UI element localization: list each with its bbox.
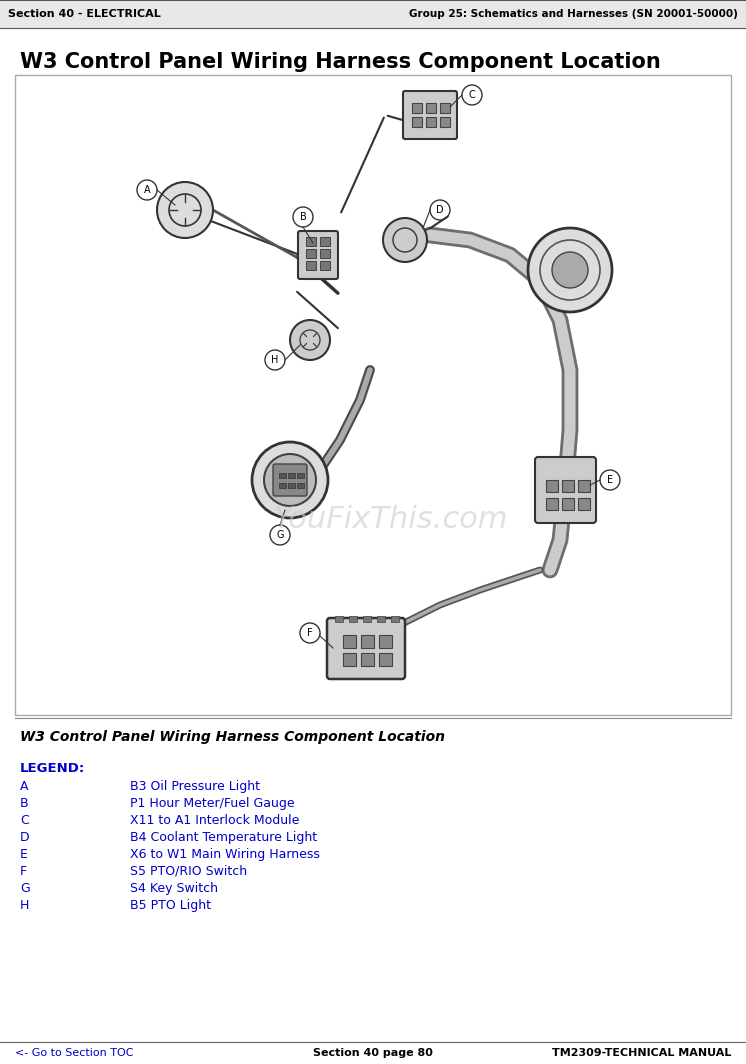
Bar [320,237,330,246]
Bar [279,483,286,488]
Bar [306,261,316,270]
Bar [343,653,356,666]
Text: G: G [276,530,283,541]
Bar [297,483,304,488]
Bar [320,261,330,270]
Bar [379,635,392,648]
Bar [562,480,574,492]
Bar [412,103,422,113]
Text: X6 to W1 Main Wiring Harness: X6 to W1 Main Wiring Harness [130,848,320,861]
Text: B3 Oil Pressure Light: B3 Oil Pressure Light [130,780,260,793]
Text: D: D [436,205,444,215]
Circle shape [528,228,612,312]
Bar [306,249,316,257]
Bar [391,616,399,622]
Bar [377,616,385,622]
Bar [578,498,590,510]
Bar [306,237,316,246]
Bar [15,74,731,715]
Text: F: F [307,628,313,638]
Bar [288,473,295,478]
Text: G: G [20,882,30,895]
Text: W3 Control Panel Wiring Harness Component Location: W3 Control Panel Wiring Harness Componen… [20,52,661,72]
Bar [335,616,343,622]
Text: S4 Key Switch: S4 Key Switch [130,882,218,895]
Circle shape [383,218,427,262]
Bar [546,480,558,492]
Text: S5 PTO/RIO Switch: S5 PTO/RIO Switch [130,865,247,878]
Bar [578,480,590,492]
Bar [440,117,450,127]
Bar [343,635,356,648]
Text: B5 PTO Light: B5 PTO Light [130,899,211,912]
Text: C: C [20,814,29,827]
Bar [361,635,374,648]
Text: H: H [20,899,29,912]
Text: H: H [272,355,279,365]
Text: F: F [20,865,27,878]
Text: B4 Coolant Temperature Light: B4 Coolant Temperature Light [130,831,317,844]
Bar [546,498,558,510]
Text: LEGEND:: LEGEND: [20,762,85,775]
Text: D: D [20,831,30,844]
Bar [320,249,330,257]
Text: TM2309-TECHNICAL MANUAL: TM2309-TECHNICAL MANUAL [551,1048,731,1058]
Text: P1 Hour Meter/Fuel Gauge: P1 Hour Meter/Fuel Gauge [130,797,295,810]
Bar [426,103,436,113]
Text: A: A [144,185,150,195]
Text: Section 40 - ELECTRICAL: Section 40 - ELECTRICAL [8,9,160,19]
Text: C: C [468,90,475,100]
Text: <- Go to Section TOC: <- Go to Section TOC [15,1048,134,1058]
FancyBboxPatch shape [327,618,405,679]
FancyBboxPatch shape [403,92,457,139]
Bar [361,653,374,666]
Bar [288,483,295,488]
Circle shape [264,454,316,506]
Text: B: B [300,212,307,222]
Bar [440,103,450,113]
FancyBboxPatch shape [298,231,338,279]
Text: E: E [607,475,613,485]
Text: YouFixThis.com: YouFixThis.com [273,505,507,534]
Text: A: A [20,780,28,793]
Bar [412,117,422,127]
Text: X11 to A1 Interlock Module: X11 to A1 Interlock Module [130,814,299,827]
FancyBboxPatch shape [273,464,307,496]
Circle shape [290,320,330,360]
Circle shape [552,252,588,288]
Bar [349,616,357,622]
Bar [562,498,574,510]
FancyBboxPatch shape [535,458,596,523]
Circle shape [252,442,328,518]
Bar [297,473,304,478]
Bar [426,117,436,127]
Bar [279,473,286,478]
Text: Section 40 page 80: Section 40 page 80 [313,1048,433,1058]
Bar [0,0,746,28]
Circle shape [157,182,213,238]
Bar [379,653,392,666]
Text: E: E [20,848,28,861]
Text: W3 Control Panel Wiring Harness Component Location: W3 Control Panel Wiring Harness Componen… [20,730,445,744]
Bar [363,616,371,622]
Text: Group 25: Schematics and Harnesses (SN 20001-50000): Group 25: Schematics and Harnesses (SN 2… [409,9,738,19]
Text: B: B [20,797,28,810]
